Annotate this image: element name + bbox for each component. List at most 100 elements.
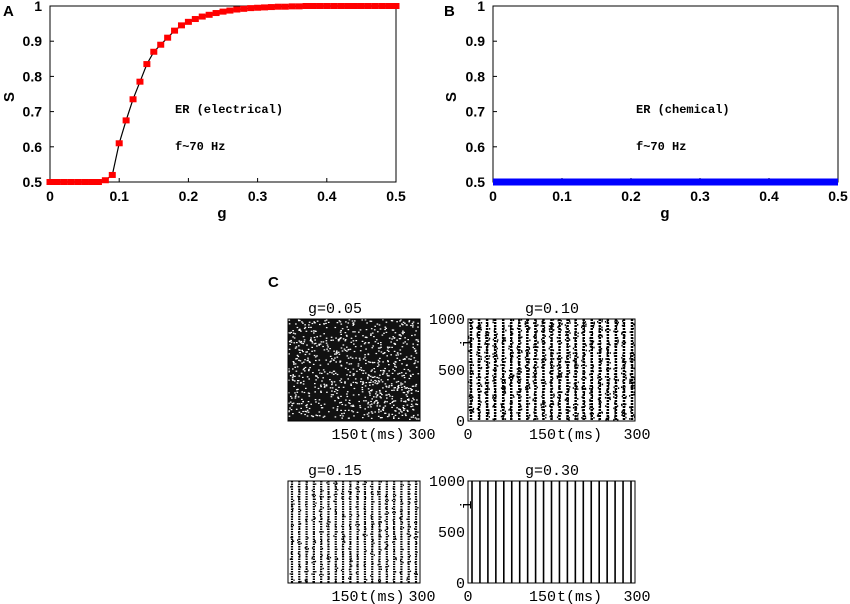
raster-gap [385,331,388,333]
raster-spike [589,385,591,387]
raster-spike [629,373,631,375]
raster-gap [302,383,305,385]
raster-gap [384,405,387,407]
raster-spike [577,403,579,406]
raster-spike [510,344,513,346]
raster-spike [363,503,365,506]
raster-spike [504,380,506,382]
raster-spike [401,515,403,517]
raster-gap [405,394,408,396]
raster-spike [327,558,330,560]
raster-spike [385,494,387,496]
raster-gap [359,406,362,409]
raster-spike [415,554,418,556]
raster-spike [625,377,627,380]
raster-gap [352,374,355,376]
raster-spike [362,483,364,486]
raster-title: g=0.15 [308,463,362,480]
raster-gap [398,359,401,361]
raster-spike [565,326,567,329]
raster-gap [359,359,361,361]
raster-xlabel: t(ms) [359,589,404,604]
raster-spike [496,333,498,335]
raster-spike [406,533,408,535]
raster-spike [528,368,530,370]
raster-gap [369,381,372,383]
raster-spike [541,330,543,333]
raster-gap [380,417,382,419]
raster-spike [298,497,300,499]
raster-gap [377,362,379,364]
raster-spike [356,554,358,556]
raster-spike [311,561,313,564]
raster-gap [318,402,320,404]
raster-spike [512,341,514,344]
raster-gap [417,414,419,416]
raster-gap [406,343,408,345]
raster-gap [351,357,354,359]
raster-gap [325,319,328,321]
raster-spike [525,350,527,352]
raster-spike [521,336,523,338]
raster-spike [484,360,486,362]
raster-gap [388,364,390,366]
raster-spike [478,374,480,376]
raster-gap [326,348,328,350]
raster-spike [591,332,594,335]
raster-gap [352,381,355,383]
raster-gap [382,409,385,411]
raster-gap [367,361,370,363]
raster-spike [569,320,571,322]
raster-spike [633,387,635,389]
raster-spike [335,487,337,489]
raster-spike [372,539,374,541]
raster-spike [512,377,514,380]
raster-spike [621,372,623,375]
raster-spike [378,487,380,489]
raster-gap [376,365,379,367]
raster-spike [560,320,562,322]
raster-spike [387,527,389,529]
raster-spike [379,552,381,554]
raster-gap [368,375,370,377]
raster-gap [403,385,406,388]
raster-spike [533,322,535,324]
raster-spike [298,499,300,501]
raster-gap [381,334,384,336]
raster-spike [343,534,345,536]
raster-spike [327,539,329,541]
raster-gap [347,378,349,380]
raster-gap [381,417,383,419]
raster-spike [572,407,575,409]
raster-gap [298,359,300,361]
raster-gap [399,349,402,351]
raster-gap [412,416,414,418]
raster-gap [376,405,379,407]
raster-spike [528,417,530,419]
raster-spike [387,499,389,502]
raster-spike [551,416,553,418]
raster-spike [536,386,538,389]
raster-spike [533,411,535,413]
raster-spike [524,323,527,325]
raster-gap [379,357,381,359]
raster-spike [633,381,635,384]
raster-gap [403,400,405,403]
raster-spike [577,324,579,326]
raster-gap [403,409,405,411]
raster-spike [290,525,293,527]
raster-gap [302,336,305,338]
raster-spike [371,549,373,551]
raster-spike [544,321,546,324]
raster-gap [361,383,364,385]
raster-gap [293,385,295,387]
raster-spike [414,561,416,564]
raster-gap [375,391,378,393]
raster-gap [384,383,387,385]
raster-spike [503,414,505,416]
raster-spike [581,324,583,327]
raster-spike [311,489,313,492]
raster-spike [588,350,591,352]
raster-gap [291,397,293,399]
raster-spike [556,377,559,379]
